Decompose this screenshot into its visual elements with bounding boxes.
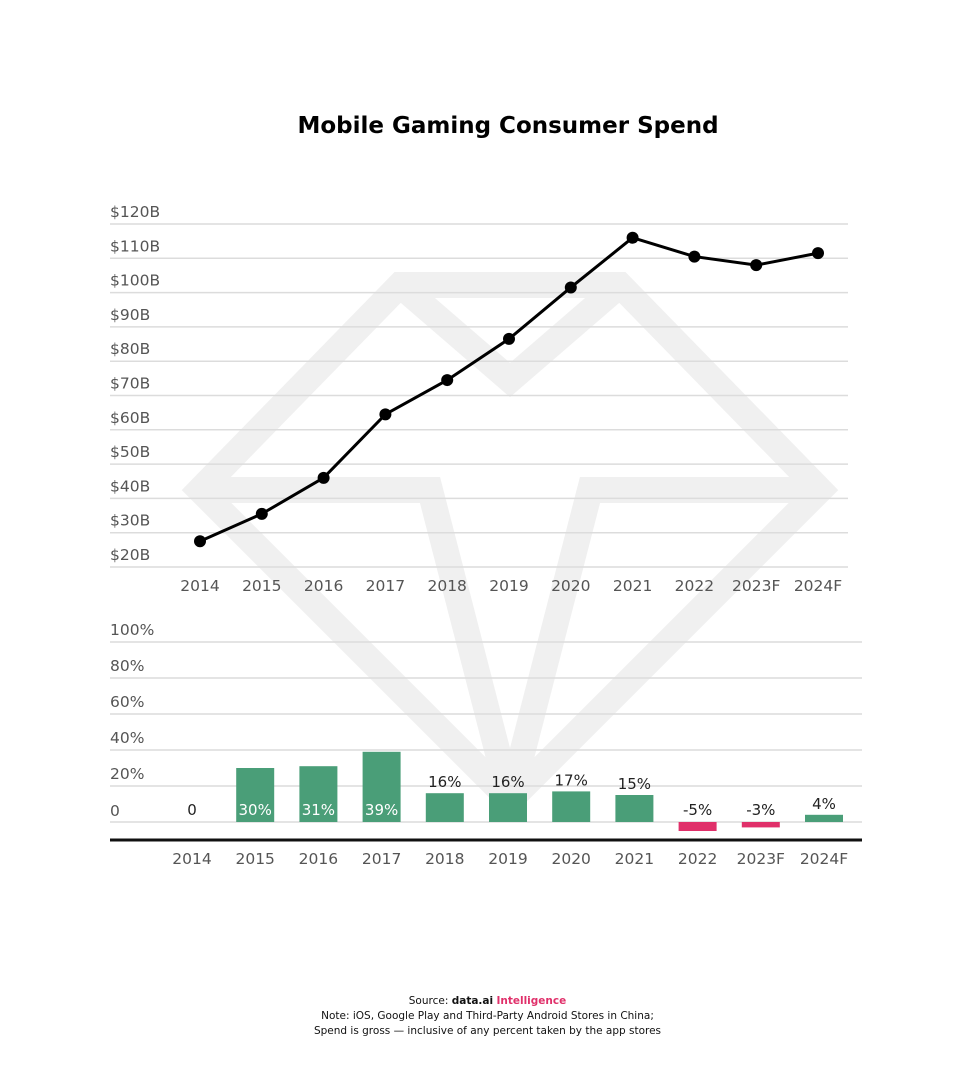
bar bbox=[425, 793, 464, 822]
data-label: 30% bbox=[239, 801, 272, 819]
data-point bbox=[564, 281, 577, 294]
note-line-2: Spend is gross — inclusive of any percen… bbox=[313, 1025, 662, 1037]
line-chart: $20B $30B $40B $50B $60B $70B $80B $90B $100B $11… bbox=[110, 203, 848, 595]
bar bbox=[299, 766, 338, 822]
y-tick-label: $70B bbox=[110, 375, 150, 393]
footer: Source: data.ai Intelligence Note: iOS, … bbox=[0, 994, 975, 1039]
y-tick-label: 40% bbox=[110, 729, 144, 747]
y-tick-label: $40B bbox=[110, 477, 150, 495]
data-label: 17% bbox=[555, 771, 588, 789]
data-point bbox=[441, 374, 454, 387]
x-tick-label: 2023F bbox=[737, 850, 785, 868]
data-label: 31% bbox=[302, 801, 335, 819]
x-tick-label: 2015 bbox=[242, 577, 281, 595]
data-point bbox=[812, 247, 824, 260]
data-point bbox=[255, 507, 268, 520]
data-point bbox=[503, 332, 515, 345]
y-tick-label: $80B bbox=[110, 340, 150, 358]
y-tick-label: 80% bbox=[110, 657, 144, 675]
x-tick-label: 2014 bbox=[180, 577, 219, 595]
bar bbox=[236, 768, 275, 822]
note-line-1: Note: iOS, Google Play and Third-Party A… bbox=[321, 1010, 654, 1022]
data-label: 0 bbox=[187, 801, 197, 819]
y-tick-label: $110B bbox=[110, 237, 160, 255]
x-tick-label: 2024F bbox=[794, 577, 842, 595]
x-tick-label: 2015 bbox=[235, 850, 274, 868]
bar bbox=[552, 791, 591, 822]
bar bbox=[678, 822, 717, 831]
x-tick-label: 2023F bbox=[732, 577, 780, 595]
data-label: 16% bbox=[491, 773, 524, 791]
watermark-logo bbox=[181, 272, 839, 819]
data-label: 16% bbox=[428, 773, 461, 791]
y-tick-label: 100% bbox=[110, 621, 154, 639]
x-tick-label: 2019 bbox=[489, 577, 528, 595]
bar bbox=[489, 793, 527, 822]
y-tick-label: 60% bbox=[110, 693, 144, 711]
data-point bbox=[317, 471, 330, 484]
x-tick-label: 2022 bbox=[678, 850, 717, 868]
bar bbox=[741, 822, 780, 828]
data-point bbox=[626, 231, 639, 244]
x-tick-label: 2022 bbox=[675, 577, 714, 595]
source-line: Source: data.ai Intelligence bbox=[0, 994, 975, 1009]
y-tick-label: $100B bbox=[110, 272, 160, 290]
bar-chart: 0 20% 40% 60% 80% 100% 2014 2015 2016 2017 2018 201… bbox=[110, 621, 862, 868]
x-tick-label: 2018 bbox=[427, 577, 466, 595]
x-tick-label: 2020 bbox=[551, 850, 590, 868]
source-product: Intelligence bbox=[496, 995, 567, 1007]
source-brand: data.ai bbox=[451, 995, 494, 1007]
x-tick-label: 2017 bbox=[366, 577, 405, 595]
bar bbox=[615, 795, 654, 822]
data-point bbox=[194, 535, 206, 548]
y-tick-label: $90B bbox=[110, 306, 150, 324]
data-label: -3% bbox=[746, 801, 775, 819]
y-tick-label: 20% bbox=[110, 765, 144, 783]
source-prefix: Source: bbox=[408, 995, 452, 1007]
y-tick-label: $30B bbox=[110, 512, 150, 530]
data-point bbox=[688, 250, 701, 263]
data-label: 15% bbox=[618, 775, 651, 793]
x-tick-label: 2016 bbox=[299, 850, 338, 868]
x-tick-label: 2020 bbox=[551, 577, 590, 595]
x-tick-label: 2021 bbox=[615, 850, 654, 868]
data-label: 39% bbox=[365, 801, 398, 819]
data-label: -5% bbox=[683, 801, 712, 819]
data-point bbox=[750, 259, 763, 272]
y-tick-label: $60B bbox=[110, 409, 150, 427]
x-tick-label: 2019 bbox=[488, 850, 527, 868]
y-tick-label: $120B bbox=[110, 203, 160, 221]
bar bbox=[805, 814, 843, 822]
x-tick-label: 2016 bbox=[304, 577, 343, 595]
y-tick-label: $20B bbox=[110, 546, 150, 564]
x-tick-label: 2014 bbox=[172, 850, 211, 868]
bar bbox=[362, 751, 401, 822]
data-label: 4% bbox=[812, 795, 836, 813]
y-tick-label: 0 bbox=[110, 802, 120, 820]
x-tick-label: 2021 bbox=[613, 577, 652, 595]
data-point bbox=[379, 408, 392, 421]
y-tick-label: $50B bbox=[110, 443, 150, 461]
x-tick-label: 2017 bbox=[362, 850, 401, 868]
x-tick-label: 2024F bbox=[800, 850, 848, 868]
x-tick-label: 2018 bbox=[425, 850, 464, 868]
chart-title: Mobile Gaming Consumer Spend bbox=[297, 113, 718, 139]
